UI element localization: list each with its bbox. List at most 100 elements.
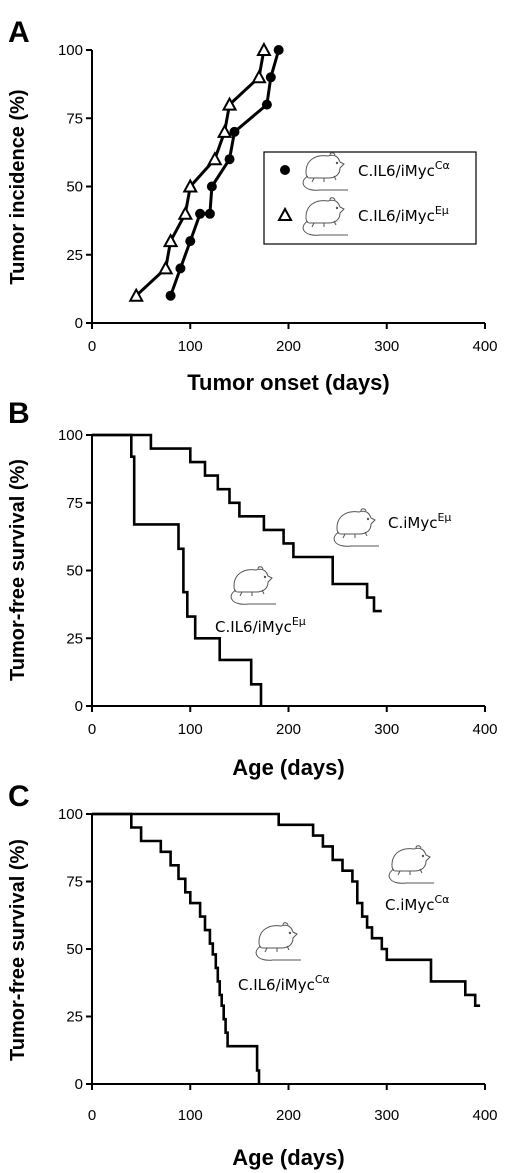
series-label-base: C.iMyc	[388, 514, 437, 532]
y-tick-label: 50	[66, 179, 83, 196]
legend-box	[263, 151, 477, 245]
series-label-sup: Eμ	[437, 511, 451, 524]
mouse-feet	[311, 220, 337, 228]
data-point-triangle	[177, 205, 194, 220]
data-point-triangle	[251, 69, 267, 84]
mouse-ear	[415, 845, 422, 849]
mouse-body	[391, 847, 431, 872]
y-tick-label: 100	[58, 806, 83, 823]
mouse-body	[305, 154, 345, 179]
legend-label: C.IL6/iMycEμ	[358, 204, 449, 225]
x-axis-label: Tumor onset (days)	[187, 370, 390, 395]
series-label-sup: Eμ	[292, 615, 306, 628]
series-line-2	[92, 812, 261, 1084]
y-tick-label: 0	[75, 1076, 83, 1093]
data-point-circle	[261, 99, 272, 110]
mouse-body	[336, 510, 376, 535]
y-tick-label: 75	[66, 495, 83, 512]
data-point-circle	[224, 154, 235, 165]
mouse-ear	[329, 197, 336, 201]
data-point-circle	[175, 263, 186, 274]
y-tick-label: 0	[75, 698, 83, 715]
y-tick-label: 100	[58, 42, 83, 59]
y-tick-label: 50	[66, 941, 83, 958]
mouse-tail	[255, 945, 301, 961]
data-point-circle	[195, 208, 206, 219]
series-label-base: C.IL6/iMyc	[358, 162, 435, 180]
x-tick-label: 100	[178, 338, 203, 355]
mouse-icon	[255, 922, 301, 961]
mouse-feet	[342, 531, 368, 539]
mouse-ear	[282, 922, 289, 926]
x-tick-label: 400	[472, 1107, 497, 1124]
data-point-triangle	[256, 41, 272, 56]
series-label: C.IL6/iMycCα	[238, 973, 330, 994]
data-point-circle	[206, 181, 217, 192]
series-label: C.iMycCα	[385, 893, 449, 914]
x-tick-label: 300	[374, 338, 399, 355]
y-axis-label: Tumor incidence (%)	[7, 89, 29, 284]
mouse-eye	[335, 206, 339, 210]
series-line-1	[169, 49, 281, 297]
x-tick-label: 100	[178, 721, 203, 738]
series-label-base: C.IL6/iMyc	[358, 207, 435, 225]
data-point-circle	[165, 290, 176, 301]
mouse-feet	[311, 175, 337, 183]
data-point-triangle	[158, 260, 174, 275]
x-tick-label: 400	[472, 721, 497, 738]
mouse-tail	[388, 868, 434, 884]
y-tick-label: 100	[58, 427, 83, 444]
series-line-2	[92, 433, 263, 706]
data-point-circle	[273, 45, 284, 55]
y-tick-label: 25	[66, 630, 83, 647]
data-point-triangle	[216, 123, 233, 138]
mouse-body	[258, 924, 298, 949]
y-tick-label: 25	[66, 247, 83, 264]
y-tick-label: 0	[75, 315, 83, 332]
mouse-feet	[239, 589, 265, 597]
series-label-sup: Cα	[435, 159, 450, 172]
x-tick-label: 300	[374, 721, 399, 738]
data-point-triangle	[221, 96, 238, 111]
series-label-base: C.IL6/iMyc	[215, 618, 292, 636]
series-label-base: C.IL6/iMyc	[238, 976, 315, 994]
y-tick-label: 75	[66, 874, 83, 891]
y-tick-label: 25	[66, 1009, 83, 1026]
mouse-tail	[302, 175, 348, 191]
x-tick-label: 400	[472, 338, 497, 355]
series-line-2	[135, 49, 266, 297]
series-label-sup: Cα	[315, 973, 330, 986]
chart-panel-c: C 0 25 50 75 100 0 100 200 300 400 Age (days) Tumor-…	[7, 780, 498, 1170]
chart-panel-a: A 0 25 50 75 100 0 100 200 300 400 Tumor onset (day…	[7, 16, 498, 395]
x-tick-label: 300	[374, 1107, 399, 1124]
mouse-icon	[302, 197, 348, 236]
y-tick-label: 50	[66, 563, 83, 580]
x-tick-label: 0	[88, 338, 96, 355]
mouse-eye	[288, 931, 292, 935]
legend-label: C.IL6/iMycCα	[358, 159, 450, 180]
series-label-sup: Cα	[434, 893, 449, 906]
mouse-body	[233, 568, 273, 593]
mouse-eye	[366, 517, 370, 521]
x-tick-label: 200	[276, 721, 301, 738]
data-point-circle	[229, 126, 240, 137]
chart-panel-b: B 0 25 50 75 100 0 100 200 300 400 Age (days) Tumor-…	[7, 397, 498, 780]
data-point-circle	[185, 236, 196, 247]
data-point-triangle	[207, 151, 223, 166]
series-label-base: C.iMyc	[385, 896, 434, 914]
mouse-eye	[335, 161, 339, 165]
panel-letter: A	[8, 16, 30, 49]
y-tick-label: 75	[66, 110, 83, 127]
mouse-tail	[302, 220, 348, 236]
x-tick-label: 0	[88, 721, 96, 738]
series-label: C.IL6/iMycEμ	[215, 615, 306, 636]
panel-letter: B	[8, 397, 30, 430]
legend-marker-circle	[280, 165, 290, 175]
series-label: C.iMycEμ	[388, 511, 451, 532]
series-line-1	[92, 812, 481, 1007]
x-tick-label: 200	[276, 338, 301, 355]
mouse-tail	[230, 589, 276, 605]
mouse-ear	[360, 508, 367, 512]
